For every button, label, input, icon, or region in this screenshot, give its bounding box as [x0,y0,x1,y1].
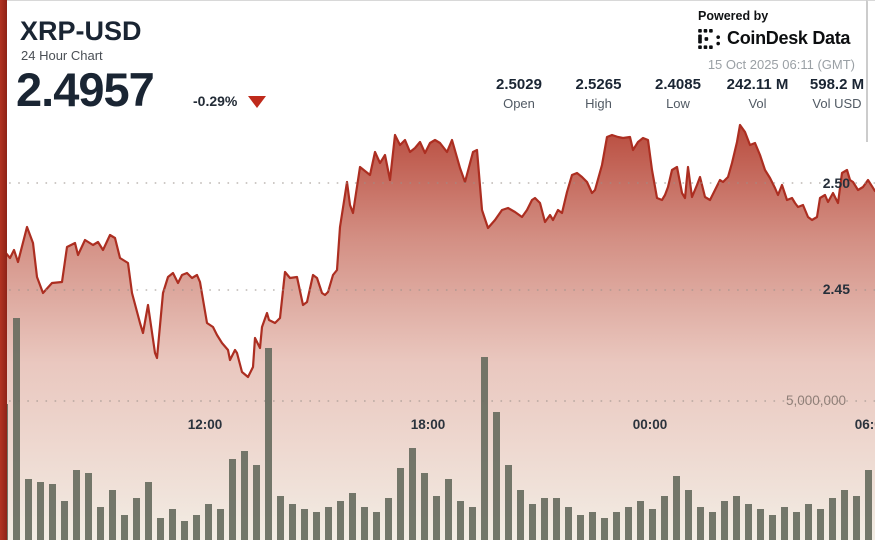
card-right-border [866,0,868,142]
branding-block: Powered by CoinDesk Data [698,9,858,49]
stat-low-value: 2.4085 [655,76,701,93]
symbol-title: XRP-USD [20,16,142,46]
window-top-border [0,0,875,1]
price-change-percent: -0.29% [193,93,238,109]
stat-volume-label: Vol [748,96,767,111]
stat-high-label: High [585,96,612,111]
powered-by-label: Powered by [698,9,769,23]
ohlc-stats-row: 2.5029 Open 2.5265 High 2.4085 Low 242.1… [487,76,869,111]
stat-open-label: Open [503,96,535,111]
stat-low-label: Low [666,96,690,111]
price-down-triangle-icon [248,96,266,108]
stat-open-value: 2.5029 [496,76,542,93]
coindesk-data-logo[interactable]: CoinDesk Data [698,28,858,49]
chart-subtitle: 24 Hour Chart [21,48,103,63]
stat-volume-usd: 598.2 M Vol USD [805,76,869,111]
coindesk-dots-icon [698,28,722,49]
stat-volume-usd-value: 598.2 M [809,76,865,93]
stat-open: 2.5029 Open [487,76,551,111]
chart-timestamp: 15 Oct 2025 06:11 (GMT) [707,57,855,72]
stat-high-value: 2.5265 [575,76,622,93]
stat-volume-value: 242.11 M [726,76,789,93]
stat-volume: 242.11 M Vol [726,76,790,111]
coindesk-data-wordmark: CoinDesk Data [727,28,851,48]
stat-volume-usd-label: Vol USD [812,96,862,111]
stat-low: 2.4085 Low [646,76,710,111]
left-accent-stripe [0,0,7,540]
stat-high: 2.5265 High [567,76,631,111]
current-price: 2.4957 [16,63,155,116]
